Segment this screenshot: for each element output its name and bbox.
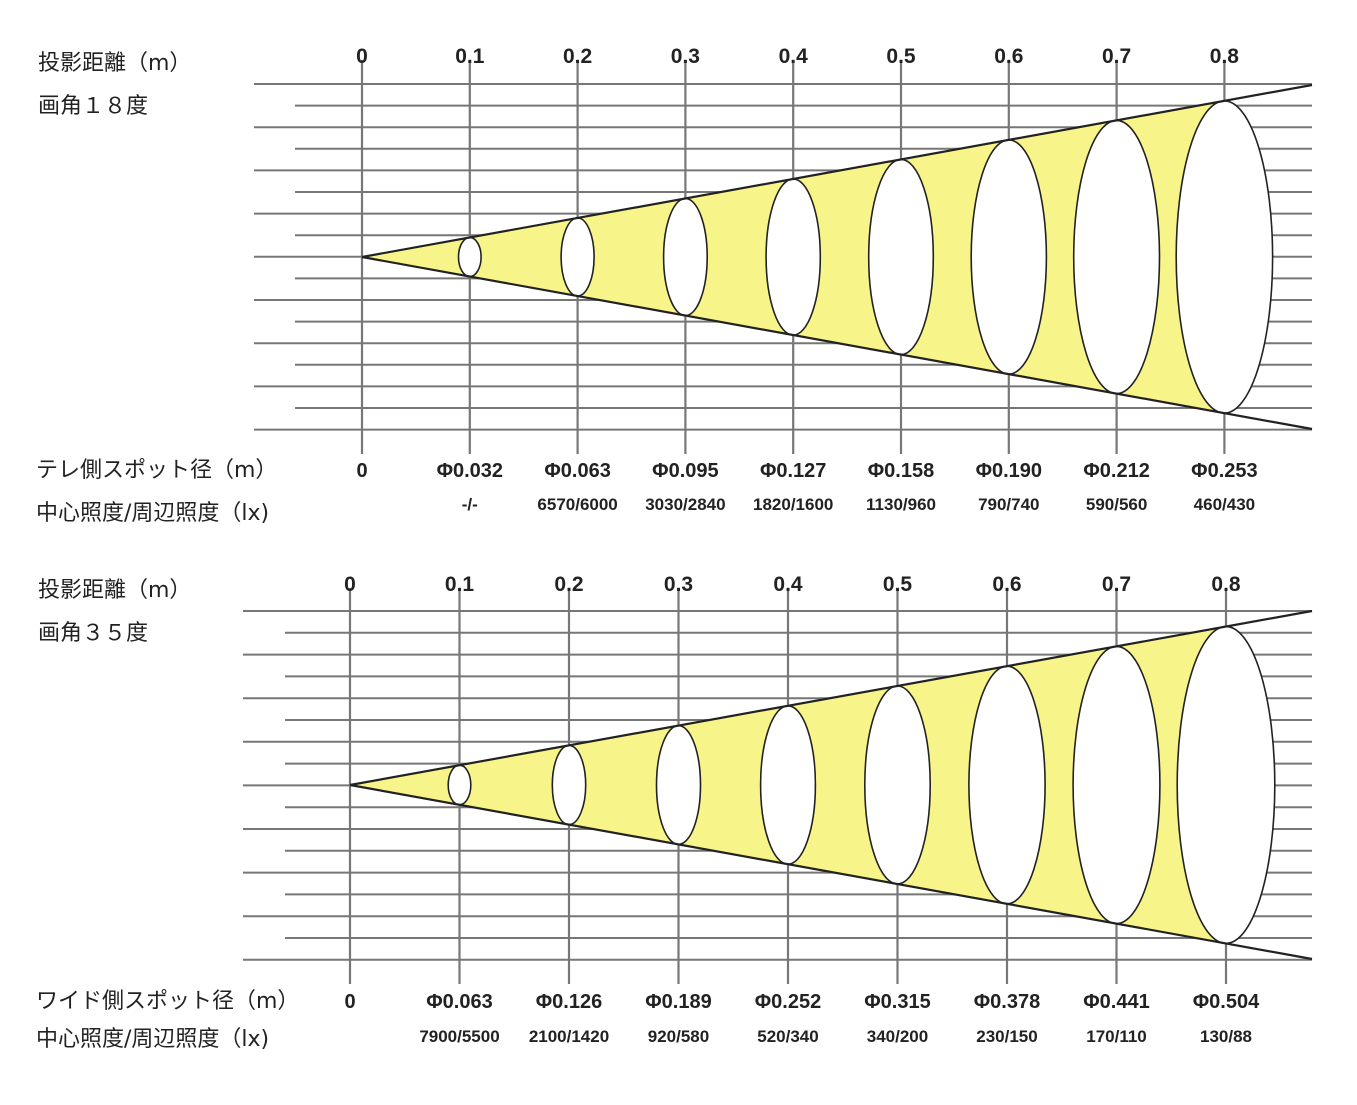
distance-tick-label: 0.5 — [883, 573, 913, 596]
spot-ellipse — [655, 724, 702, 846]
spot-ellipse — [863, 685, 931, 885]
distance-tick-label: 0.8 — [1210, 45, 1240, 68]
distance-tick-label: 0.3 — [664, 573, 693, 596]
spot-diameter-label: テレ側スポット径（m） — [36, 458, 277, 483]
distance-tick-label: 0.2 — [563, 45, 592, 68]
spot-ellipse — [1176, 625, 1276, 945]
spot-diameter-zero: 0 — [344, 991, 355, 1013]
beam-edge-top — [349, 609, 1313, 787]
illuminance-value: 130/88 — [1200, 1027, 1252, 1046]
spot-diameter-value: Φ0.189 — [645, 991, 711, 1013]
spot-diameter-value: Φ0.252 — [755, 991, 821, 1013]
distance-tick-label: 0.7 — [1102, 45, 1131, 68]
illuminance-value: 1820/1600 — [753, 495, 833, 514]
projection-distance-label: 投影距離（m） — [38, 578, 191, 603]
illuminance-label: 中心照度/周辺照度（lx) — [36, 501, 269, 526]
spot-diameter-value: Φ0.504 — [1193, 991, 1260, 1013]
spot-ellipse — [662, 197, 709, 317]
illuminance-value: 3030/2840 — [645, 495, 725, 514]
spot-diameter-zero: 0 — [356, 460, 367, 482]
distance-tick-label: 0.6 — [994, 45, 1023, 68]
distance-tick-label: 0.1 — [445, 573, 475, 596]
view-angle-label: 画角１８度 — [38, 94, 148, 119]
distance-tick-label: 0.1 — [455, 45, 485, 68]
spot-diameter-value: Φ0.378 — [974, 991, 1040, 1013]
distance-tick-label: 0.4 — [773, 573, 803, 596]
spot-diameter-value: Φ0.441 — [1083, 991, 1149, 1013]
distance-tick-label: 0.7 — [1102, 573, 1131, 596]
view-angle-label: 画角３５度 — [38, 621, 148, 646]
illuminance-value: -/- — [462, 495, 478, 514]
spot-ellipse — [1072, 645, 1161, 925]
distance-tick-label: 0.8 — [1211, 573, 1241, 596]
beam-edge-top — [361, 83, 1313, 259]
spot-diameter-value: Φ0.032 — [437, 460, 503, 482]
distance-tick-label: 0 — [344, 573, 356, 596]
illuminance-value: 170/110 — [1086, 1027, 1147, 1046]
illuminance-value: 920/580 — [648, 1027, 709, 1046]
spot-diameter-value: Φ0.212 — [1083, 460, 1149, 482]
spot-ellipse — [551, 744, 587, 826]
illuminance-value: 2100/1420 — [529, 1027, 609, 1046]
spot-ellipse — [1175, 100, 1274, 414]
illuminance-value: 1130/960 — [866, 495, 936, 514]
spot-ellipse — [759, 704, 817, 865]
illuminance-value: 790/740 — [978, 495, 1039, 514]
spot-diameter-value: Φ0.253 — [1191, 460, 1257, 482]
distance-tick-label: 0.3 — [671, 45, 700, 68]
tele-beam-diagram: 投影距離（m） 画角１８度 テレ側スポット径（m） 中心照度/周辺照度（lx) … — [36, 45, 1313, 526]
spot-diameter-value: Φ0.063 — [426, 991, 492, 1013]
distance-tick-label: 0 — [356, 45, 368, 68]
distance-tick-label: 0.6 — [992, 573, 1021, 596]
illuminance-value: 7900/5500 — [419, 1027, 499, 1046]
beam-edge-bottom — [361, 255, 1313, 431]
spot-diameter-value: Φ0.190 — [976, 460, 1042, 482]
distance-tick-label: 0.4 — [779, 45, 809, 68]
spot-ellipse — [447, 764, 472, 806]
spot-diameter-value: Φ0.126 — [536, 991, 602, 1013]
spot-diameter-value: Φ0.158 — [868, 460, 934, 482]
illuminance-value: 590/560 — [1086, 495, 1147, 514]
spot-ellipse — [968, 665, 1046, 905]
beam-edge-bottom — [349, 783, 1313, 961]
projection-distance-label: 投影距離（m） — [38, 51, 191, 76]
spot-ellipse — [457, 236, 482, 278]
illuminance-value: 460/430 — [1194, 495, 1255, 514]
distance-tick-label: 0.5 — [886, 45, 916, 68]
spot-ellipse — [867, 158, 935, 356]
spot-diameter-value: Φ0.095 — [652, 460, 718, 482]
spot-diameter-label: ワイド側スポット径（m） — [36, 989, 299, 1014]
spot-diameter-value: Φ0.315 — [864, 991, 930, 1013]
wide-beam-diagram: 投影距離（m） 画角３５度 ワイド側スポット径（m） 中心照度/周辺照度（lx)… — [36, 573, 1313, 1052]
illuminance-value: 230/150 — [976, 1027, 1037, 1046]
illuminance-value: 520/340 — [757, 1027, 818, 1046]
spot-ellipse — [765, 178, 822, 336]
spot-ellipse — [560, 217, 595, 297]
spot-ellipse — [970, 139, 1048, 375]
spot-diameter-value: Φ0.063 — [544, 460, 610, 482]
illuminance-label: 中心照度/周辺照度（lx) — [36, 1027, 269, 1052]
illuminance-value: 6570/6000 — [537, 495, 617, 514]
distance-tick-label: 0.2 — [554, 573, 583, 596]
spot-diameter-value: Φ0.127 — [760, 460, 826, 482]
spot-ellipse — [1072, 119, 1161, 395]
illuminance-value: 340/200 — [867, 1027, 928, 1046]
